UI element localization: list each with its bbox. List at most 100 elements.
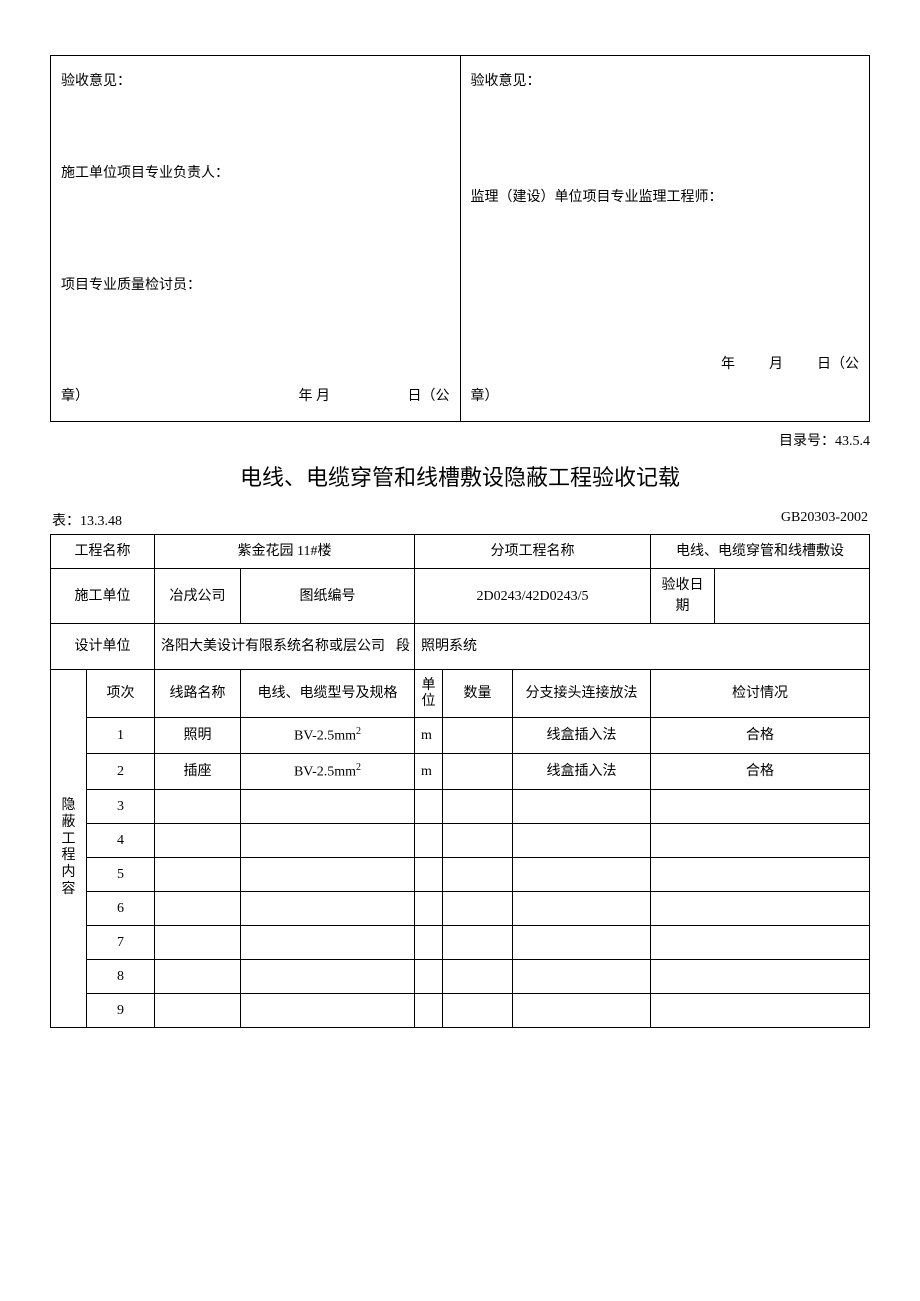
accept-date-value — [715, 569, 870, 624]
spec: BV-2.5mm2 — [241, 718, 415, 754]
spec — [241, 959, 415, 993]
proj-name-label: 工程名称 — [51, 535, 155, 569]
status: 合格 — [651, 753, 870, 789]
opinion-label-right: 验收意见： — [471, 70, 860, 90]
unit — [415, 857, 443, 891]
unit: m — [415, 753, 443, 789]
proj-name-value: 紫金花园 11#楼 — [155, 535, 415, 569]
table-row: 5 — [51, 857, 870, 891]
seq: 2 — [87, 753, 155, 789]
table-number: 表：13.3.48 — [52, 510, 122, 530]
status — [651, 993, 870, 1027]
status: 合格 — [651, 718, 870, 754]
qty — [443, 993, 513, 1027]
spec-sup: 2 — [356, 726, 361, 737]
date-ym-left: 年 月 — [139, 384, 331, 409]
line-name: 照明 — [155, 718, 241, 754]
designer-value: 洛阳大美设计有限系统名称或层公司 段 — [155, 624, 415, 670]
hdr-spec-text: 电线、电缆型号及规格 — [258, 683, 398, 704]
spec — [241, 993, 415, 1027]
seq: 6 — [87, 891, 155, 925]
table-row: 施工单位 冶戌公司 图纸编号 2D0243/42D0243/5 验收日期 — [51, 569, 870, 624]
standard-code: GB20303-2002 — [781, 510, 868, 530]
page-title: 电线、电缆穿管和线槽敷设隐蔽工程验收记载 — [50, 460, 870, 492]
side-label: 隐 蔽 工 程 内 容 — [51, 670, 87, 1027]
status — [651, 959, 870, 993]
method: 线盒插入法 — [513, 753, 651, 789]
line-name — [155, 789, 241, 823]
line-name — [155, 891, 241, 925]
unit — [415, 891, 443, 925]
unit — [415, 823, 443, 857]
seq: 4 — [87, 823, 155, 857]
hdr-qty: 数量 — [443, 670, 513, 718]
hdr-status: 检讨情况 — [651, 670, 870, 718]
signature-right: 验收意见： 监理（建设）单位项目专业监理工程师： 年 月 日（公 章） — [461, 56, 870, 421]
designer-text: 洛阳大美设计有限系统名称或层公司 — [161, 639, 385, 654]
seq: 1 — [87, 718, 155, 754]
seal-close-right: 章） — [471, 384, 499, 409]
hdr-seq: 项次 — [87, 670, 155, 718]
table-row: 8 — [51, 959, 870, 993]
hdr-method: 分支接头连接放法 — [513, 670, 651, 718]
subitem-value: 电线、电缆穿管和线槽敷设 — [651, 535, 870, 569]
status — [651, 823, 870, 857]
method — [513, 857, 651, 891]
supervisor-label: 监理（建设）单位项目专业监理工程师： — [471, 186, 860, 206]
opinion-label: 验收意见： — [61, 70, 450, 90]
meta-row: 表：13.3.48 GB20303-2002 — [52, 510, 868, 530]
status — [651, 857, 870, 891]
method — [513, 925, 651, 959]
table-row: 工程名称 紫金花园 11#楼 分项工程名称 电线、电缆穿管和线槽敷设 — [51, 535, 870, 569]
table-row: 1 照明 BV-2.5mm2 m 线盒插入法 合格 — [51, 718, 870, 754]
date-y-right: 年 — [721, 352, 735, 377]
hdr-unit-b: 位 — [422, 694, 436, 709]
table-row: 3 — [51, 789, 870, 823]
table-row: 隐 蔽 工 程 内 容 项次 线路名称 电线、电缆型号及规格 单 位 数量 分支… — [51, 670, 870, 718]
status — [651, 891, 870, 925]
qty — [443, 753, 513, 789]
spec-text: BV-2.5mm — [294, 729, 356, 744]
unit — [415, 959, 443, 993]
table-row: 设计单位 洛阳大美设计有限系统名称或层公司 段 照明系统 — [51, 624, 870, 670]
seq: 7 — [87, 925, 155, 959]
method: 线盒插入法 — [513, 718, 651, 754]
hdr-line-name: 线路名称 — [155, 670, 241, 718]
date-seal-right: 年 月 日（公 章） — [471, 352, 860, 377]
subitem-label: 分项工程名称 — [415, 535, 651, 569]
directory-number: 目录号：43.5.4 — [50, 430, 870, 450]
hdr-unit: 单 位 — [415, 670, 443, 718]
status — [651, 789, 870, 823]
seq: 8 — [87, 959, 155, 993]
method — [513, 993, 651, 1027]
quality-inspector-label: 项目专业质量检讨员： — [61, 274, 450, 294]
line-name — [155, 925, 241, 959]
contractor-label: 施工单位 — [51, 569, 155, 624]
qty — [443, 891, 513, 925]
signature-panel: 验收意见： 施工单位项目专业负责人： 项目专业质量检讨员： 章） 年 月 日（公… — [50, 55, 870, 422]
drawing-no-label: 图纸编号 — [241, 569, 415, 624]
spec-sup: 2 — [356, 762, 361, 773]
spec — [241, 857, 415, 891]
spec — [241, 891, 415, 925]
seal-close-left: 章） — [61, 384, 89, 409]
qty — [443, 789, 513, 823]
qty — [443, 857, 513, 891]
seq: 9 — [87, 993, 155, 1027]
qty — [443, 823, 513, 857]
qty — [443, 718, 513, 754]
table-row: 7 — [51, 925, 870, 959]
line-name: 插座 — [155, 753, 241, 789]
status — [651, 925, 870, 959]
hdr-spec: 电线、电缆型号及规格 — [241, 670, 415, 718]
date-d-seal-left: 日（公 — [408, 384, 450, 409]
spec — [241, 789, 415, 823]
method — [513, 959, 651, 993]
segment-label: 段 — [396, 636, 410, 657]
unit — [415, 993, 443, 1027]
date-m-right: 月 — [769, 352, 783, 377]
spec — [241, 823, 415, 857]
spec: BV-2.5mm2 — [241, 753, 415, 789]
table-row: 6 — [51, 891, 870, 925]
accept-date-label: 验收日期 — [651, 569, 715, 624]
